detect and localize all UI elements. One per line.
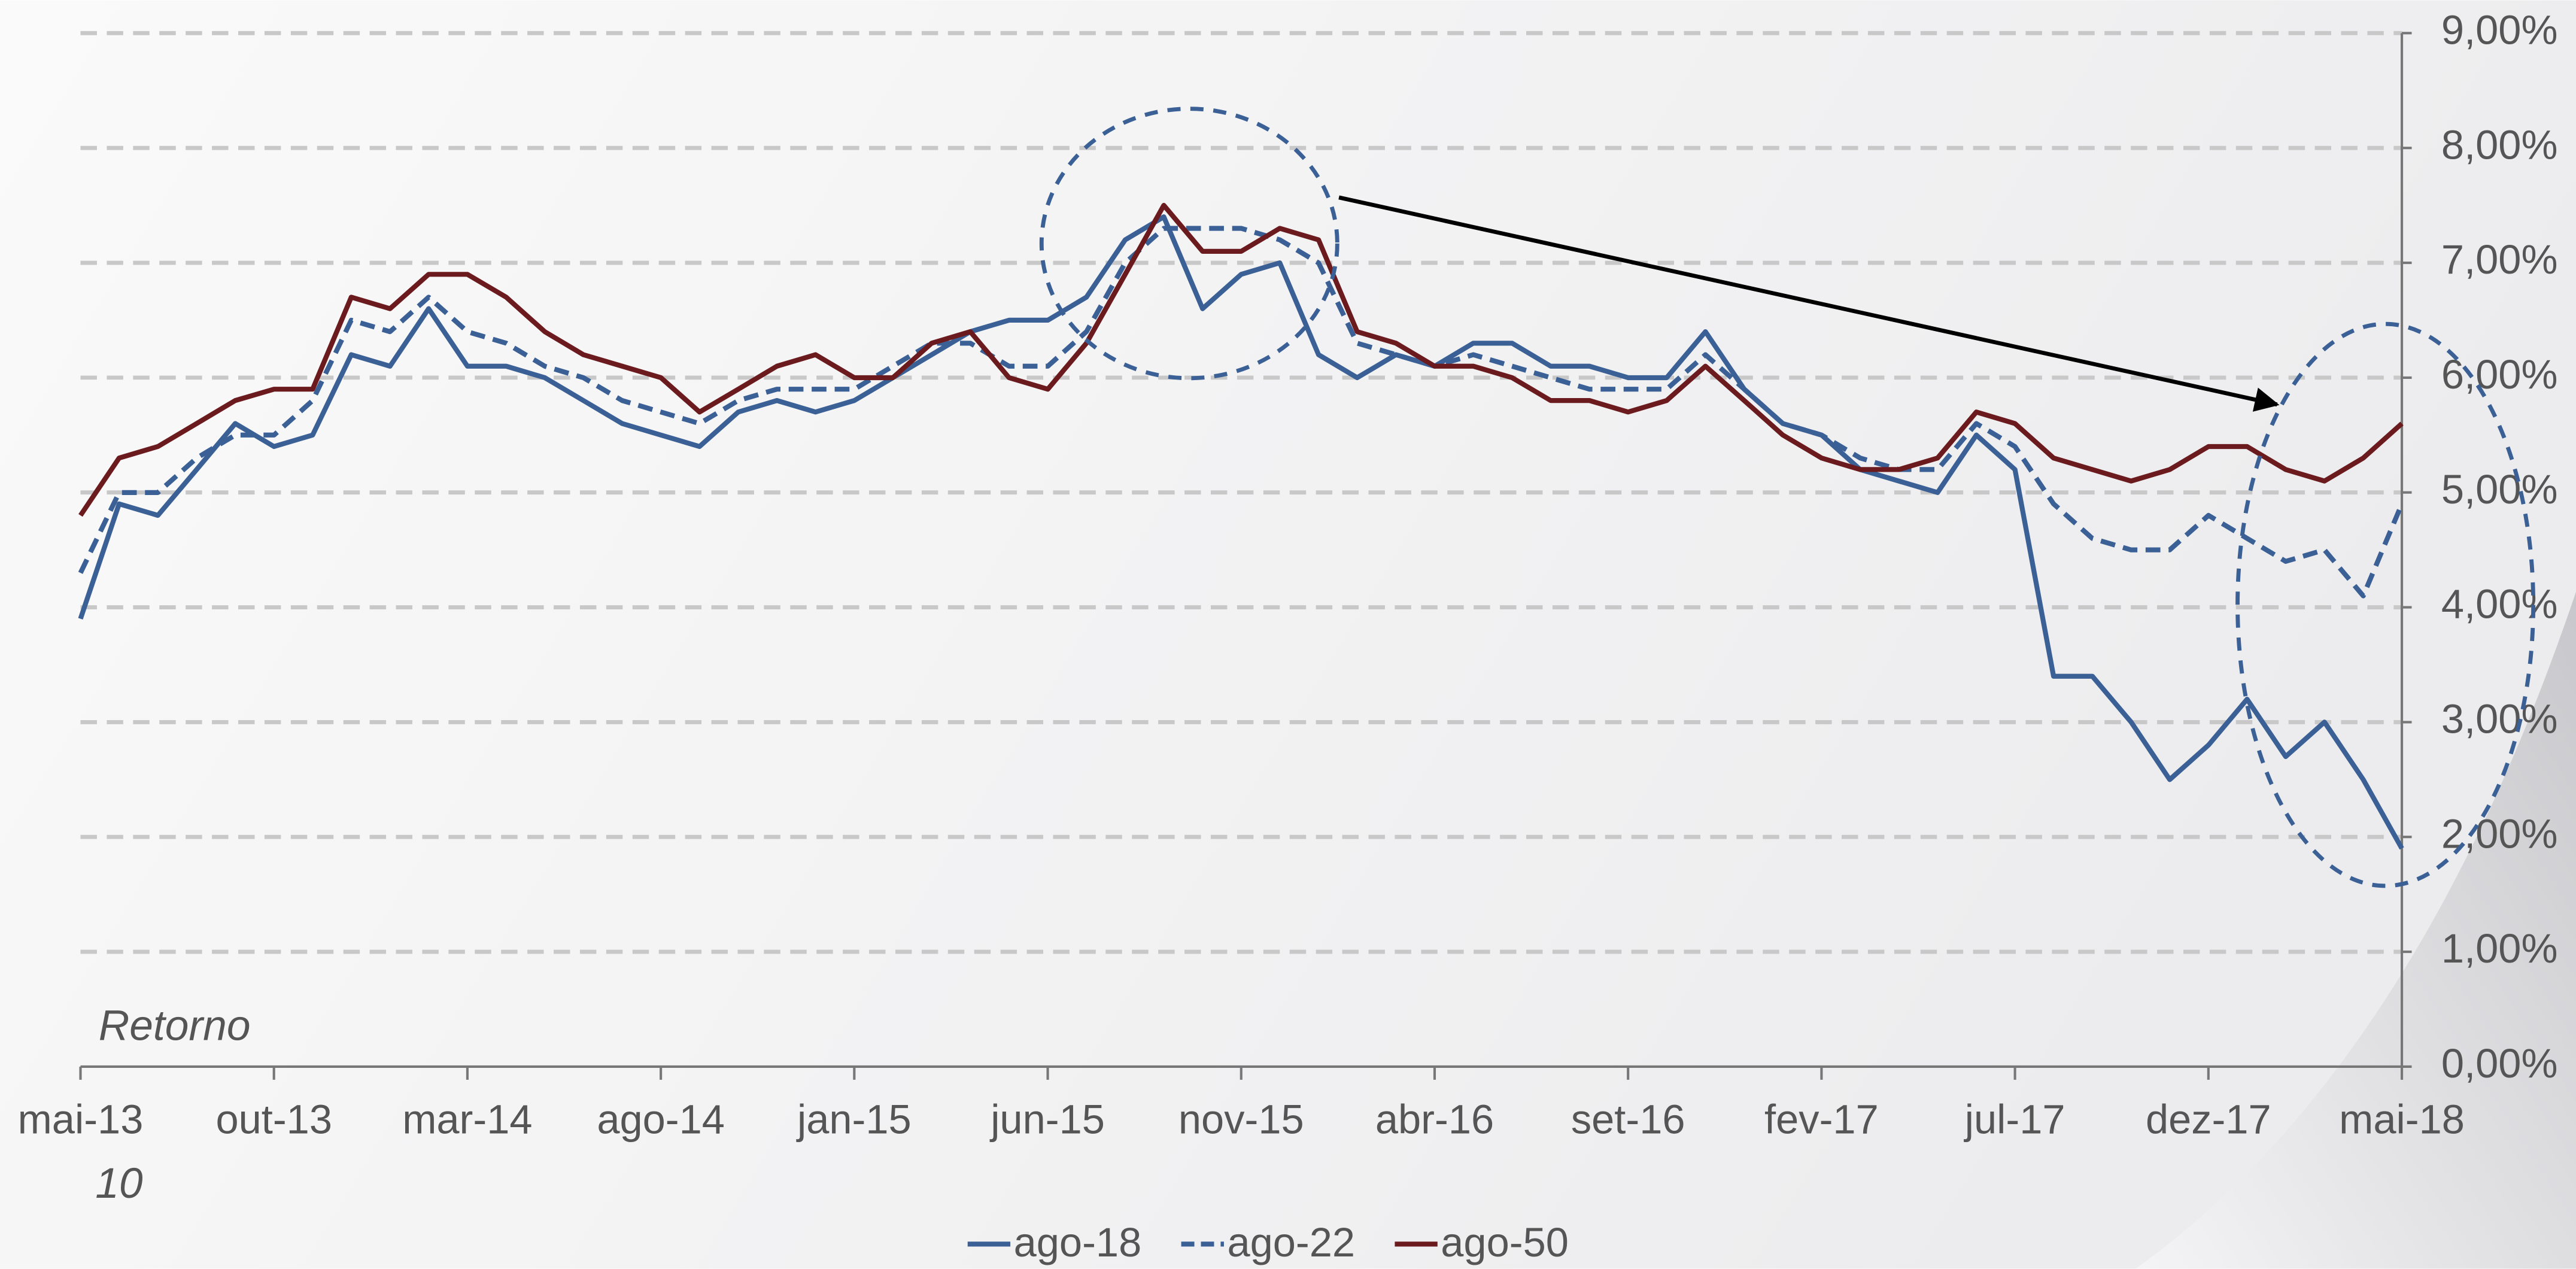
x-tick-label: set-16 <box>1571 1096 1685 1142</box>
highlight-ellipse <box>1039 107 1339 381</box>
series-line <box>78 214 2404 850</box>
x-tick-label: jan-15 <box>796 1096 912 1142</box>
page-curl <box>2135 591 2576 1269</box>
x-tick-label: fev-17 <box>1764 1096 1879 1142</box>
y-tick-label: 9,00% <box>2441 7 2558 53</box>
legend-label: ago-18 <box>1014 1219 1142 1265</box>
series-line <box>78 226 2404 599</box>
y-tick-label: 1,00% <box>2441 925 2558 972</box>
x-tick-label: mai-18 <box>2339 1096 2465 1142</box>
y-tick-label: 7,00% <box>2441 236 2558 283</box>
x-tick-label: nov-15 <box>1178 1096 1304 1142</box>
x-tick-label: abr-16 <box>1375 1096 1494 1142</box>
annotation: Retorno <box>99 1002 251 1050</box>
legend-label: ago-50 <box>1441 1219 1569 1265</box>
y-tick-label: 0,00% <box>2441 1040 2558 1086</box>
x-tick-label: mar-14 <box>402 1096 532 1142</box>
y-tick-label: 6,00% <box>2441 351 2558 397</box>
y-tick-label: 5,00% <box>2441 466 2558 512</box>
highlight-ellipse <box>2235 321 2536 888</box>
x-tick-label: jun-15 <box>989 1096 1105 1142</box>
arrow <box>1338 195 2280 412</box>
y-tick-label: 4,00% <box>2441 581 2558 627</box>
x-tick-label: ago-14 <box>597 1096 725 1142</box>
x-tick-label: jul-17 <box>1964 1096 2065 1142</box>
x-tick-label: mai-13 <box>18 1096 144 1142</box>
legend-label: ago-22 <box>1227 1219 1355 1265</box>
series-line <box>78 202 2404 517</box>
x-tick-label: dez-17 <box>2146 1096 2271 1142</box>
y-tick-label: 8,00% <box>2441 122 2558 168</box>
page-number: 10 <box>95 1159 143 1207</box>
x-tick-label: out-13 <box>215 1096 332 1142</box>
y-tick-label: 3,00% <box>2441 696 2558 742</box>
